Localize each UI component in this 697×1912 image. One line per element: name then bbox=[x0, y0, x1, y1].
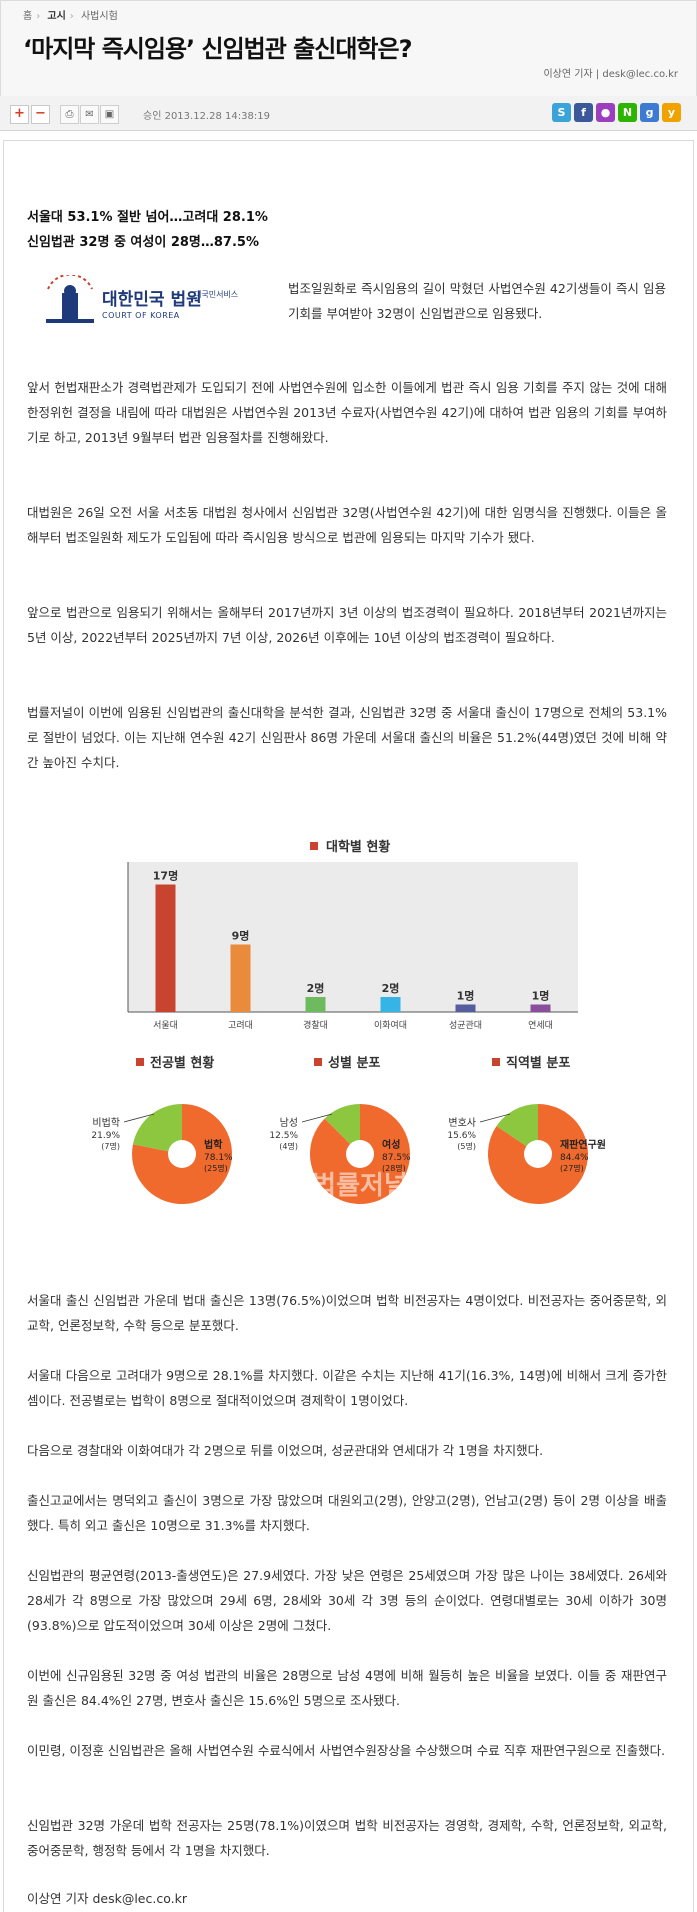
watermark: 법률저널 bbox=[312, 1171, 408, 1201]
body-paragraph: 다음으로 경찰대와 이화여대가 각 2명으로 뒤를 이었으며, 성균관대와 연세… bbox=[27, 1443, 544, 1458]
breadcrumb-home[interactable]: 홈 bbox=[23, 11, 33, 22]
x-tick-label: 경찰대 bbox=[303, 1019, 328, 1031]
bar-value-label: 1명 bbox=[457, 989, 475, 1003]
breadcrumb-separator: › bbox=[36, 11, 41, 22]
bar-value-label: 1명 bbox=[532, 989, 550, 1003]
pie-count-major: (25명) bbox=[204, 1163, 228, 1173]
pie-hole bbox=[524, 1140, 552, 1168]
body-paragraph: 이민령, 이정훈 신임법관은 올해 사법연수원 수료식에서 사법연수원장상을 수… bbox=[27, 1743, 666, 1758]
body-paragraph: 신임법관의 평균연령(2013-출생연도)은 27.9세였다. 가장 낮은 연령… bbox=[27, 1568, 667, 1633]
print-icon[interactable]: ⎙ bbox=[60, 105, 79, 124]
x-tick-label: 연세대 bbox=[528, 1020, 553, 1031]
article-header: 홈 › 고시 › 사법시험 ‘마지막 즉시임용’ 신임법관 출신대학은? 이상연 기… bbox=[0, 0, 697, 98]
bar-value-label: 2명 bbox=[307, 981, 325, 995]
scrap-icon[interactable]: ▣ bbox=[100, 105, 119, 124]
x-tick-label: 성균관대 bbox=[449, 1020, 482, 1031]
logo-english: COURT OF KOREA bbox=[102, 311, 180, 320]
pie-chart-title: 직역별 분포 bbox=[506, 1055, 570, 1071]
bar bbox=[380, 997, 401, 1012]
pie-label-major: 여성 bbox=[382, 1138, 400, 1151]
subheadline-2: 신임법관 32명 중 여성이 28명…87.5% bbox=[27, 235, 259, 250]
pie-label-major: 재판연구원 bbox=[560, 1138, 606, 1151]
pie-label-minor: 비법학 bbox=[92, 1117, 120, 1129]
yozm-share-icon[interactable]: y bbox=[662, 103, 681, 122]
logo-name: 대한민국 법원 bbox=[102, 290, 202, 310]
bar-value-label: 2명 bbox=[382, 981, 400, 995]
font-increase-button[interactable]: + bbox=[10, 105, 29, 124]
pie-slice bbox=[496, 1104, 538, 1154]
bar-value-label: 17명 bbox=[153, 869, 178, 883]
breadcrumb: 홈 › 고시 › 사법시험 bbox=[23, 7, 122, 22]
body-paragraph: 출신고교에서는 명덕외고 출신이 3명으로 가장 많았으며 대원외고(2명), … bbox=[27, 1493, 667, 1533]
pie-count-major: (28명) bbox=[382, 1163, 406, 1173]
pie-leader-line bbox=[301, 1113, 333, 1123]
skype-share-icon[interactable]: S bbox=[552, 103, 571, 122]
pie-hole bbox=[168, 1140, 196, 1168]
pie-percent-major: 84.4% bbox=[560, 1153, 589, 1163]
message-share-icon[interactable]: ● bbox=[596, 103, 615, 122]
pie-label-major: 법학 bbox=[204, 1138, 223, 1151]
approval-timestamp: 승인 2013.12.28 14:38:19 bbox=[143, 111, 270, 122]
breadcrumb-subcategory[interactable]: 사법시험 bbox=[80, 11, 118, 22]
pie-percent-major: 87.5% bbox=[382, 1153, 411, 1163]
bar-chart-title: 대학별 현황 bbox=[326, 839, 390, 855]
font-decrease-button[interactable]: − bbox=[31, 105, 50, 124]
body-paragraph: 서울대 출신 신임법관 가운데 법대 출신은 13명(76.5%)이었으며 법학… bbox=[27, 1293, 667, 1333]
court-logo: 대한민국 법원 대국민서비스 COURT OF KOREA bbox=[40, 273, 270, 335]
pie-percent-major: 78.1% bbox=[204, 1153, 233, 1163]
subheadline-1: 서울대 53.1% 절반 넘어…고려대 28.1% bbox=[27, 210, 268, 225]
logo-tag: 대국민서비스 bbox=[194, 290, 239, 299]
pie-percent-minor: 12.5% bbox=[269, 1131, 298, 1141]
page-title: ‘마지막 즉시임용’ 신임법관 출신대학은? bbox=[23, 35, 413, 63]
body-paragraph: 신임법관 32명 가운데 법학 전공자는 25명(78.1%)이였으며 법학 비… bbox=[27, 1818, 667, 1858]
facebook-share-icon[interactable]: f bbox=[574, 103, 593, 122]
pie-title-bullet bbox=[136, 1058, 144, 1066]
bar bbox=[530, 1004, 551, 1012]
byline: 이상연 기자 | desk@lec.co.kr bbox=[543, 69, 678, 80]
naver-share-icon[interactable]: N bbox=[618, 103, 637, 122]
pie-count-minor: (5명) bbox=[457, 1141, 476, 1151]
bar bbox=[155, 884, 176, 1012]
intro-paragraph: 법조일원화로 즉시임용의 길이 막혔던 사법연수원 42기생들이 즉시 임용 기… bbox=[288, 281, 666, 321]
bar bbox=[305, 997, 326, 1012]
body-paragraph: 앞서 헌법재판소가 경력법관제가 도입되기 전에 사법연수원에 입소한 이들에게… bbox=[27, 380, 667, 445]
pie-title-bullet bbox=[492, 1058, 500, 1066]
court-emblem-icon bbox=[46, 273, 94, 323]
pie-leader-line bbox=[123, 1113, 155, 1123]
pie-chart-title: 전공별 현황 bbox=[150, 1055, 214, 1071]
bar bbox=[230, 944, 251, 1012]
breadcrumb-separator: › bbox=[69, 11, 74, 22]
body-paragraph: 앞으로 법관으로 임용되기 위해서는 올해부터 2017년까지 3년 이상의 법… bbox=[27, 605, 667, 645]
pie-label-minor: 변호사 bbox=[448, 1117, 476, 1129]
body-paragraph: 이번에 신규임용된 32명 중 여성 법관의 비율은 28명으로 남성 4명에 … bbox=[27, 1668, 667, 1708]
pie-count-minor: (4명) bbox=[279, 1141, 298, 1151]
body-paragraph: 대법원은 26일 오전 서울 서초동 대법원 청사에서 신임법관 32명(사법연… bbox=[27, 505, 667, 545]
plot-area bbox=[128, 862, 578, 1012]
x-tick-label: 고려대 bbox=[228, 1020, 253, 1031]
pie-percent-minor: 21.9% bbox=[91, 1131, 120, 1141]
x-tick-label: 이화여대 bbox=[374, 1019, 407, 1031]
pie-count-minor: (7명) bbox=[101, 1141, 120, 1151]
pie-slice bbox=[324, 1104, 360, 1154]
pie-count-major: (27명) bbox=[560, 1163, 584, 1173]
email-icon[interactable]: ✉ bbox=[80, 105, 99, 124]
reporter-signature: 이상연 기자 desk@lec.co.kr bbox=[27, 1891, 187, 1906]
x-tick-label: 서울대 bbox=[153, 1020, 178, 1031]
google-share-icon[interactable]: g bbox=[640, 103, 659, 122]
pie-title-bullet bbox=[314, 1058, 322, 1066]
pie-chart-title: 성별 분포 bbox=[328, 1055, 380, 1071]
bar-value-label: 9명 bbox=[232, 929, 250, 943]
title-bullet bbox=[310, 842, 318, 850]
article-body bbox=[3, 140, 694, 1912]
body-paragraph: 법률저널이 이번에 임용된 신임법관의 출신대학을 분석한 결과, 신임법관 3… bbox=[27, 705, 667, 770]
pie-leader-line bbox=[479, 1113, 511, 1123]
pie-hole bbox=[346, 1140, 374, 1168]
pie-label-minor: 남성 bbox=[280, 1117, 298, 1129]
pie-slice bbox=[132, 1104, 182, 1154]
bar bbox=[455, 1004, 476, 1012]
pie-percent-minor: 15.6% bbox=[447, 1131, 476, 1141]
body-paragraph: 서울대 다음으로 고려대가 9명으로 28.1%를 차지했다. 이같은 수치는 … bbox=[27, 1368, 667, 1408]
breadcrumb-category[interactable]: 고시 bbox=[47, 11, 66, 22]
